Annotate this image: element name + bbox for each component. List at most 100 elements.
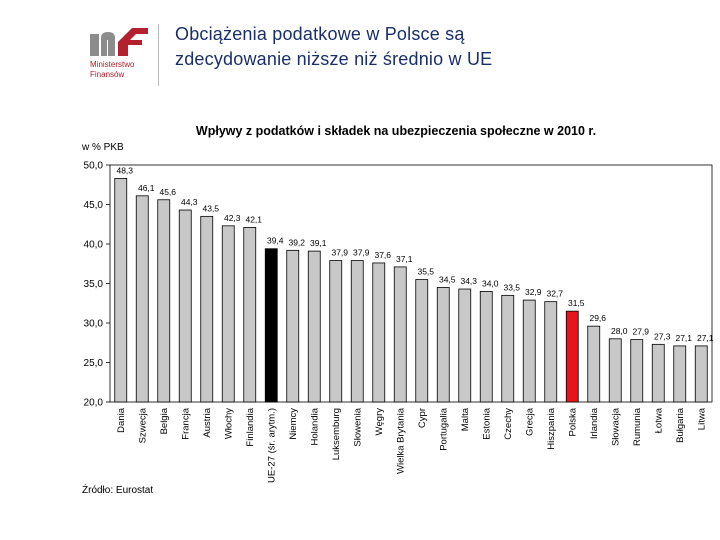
bar-value-label: 37,9 — [331, 248, 348, 258]
ministry-name-line2: Finansów — [90, 70, 125, 79]
bar-value-label: 34,0 — [482, 278, 499, 288]
category-label: Włochy — [223, 408, 234, 439]
y-tick-label: 20,0 — [84, 398, 104, 409]
bar-value-label: 45,6 — [159, 187, 176, 197]
bar-value-label: 31,5 — [568, 298, 585, 308]
bar — [651, 343, 665, 403]
bar-value-label: 37,9 — [353, 248, 370, 258]
bar-value-label: 44,3 — [181, 197, 198, 207]
bar-value-label: 29,6 — [589, 313, 606, 323]
category-label: Litwa — [696, 407, 707, 430]
bar-value-label: 39,1 — [310, 238, 327, 248]
bar — [221, 225, 235, 403]
category-label: Portugalia — [438, 407, 449, 450]
category-label: Belgia — [159, 407, 170, 434]
category-label: Austria — [202, 407, 213, 437]
bar-value-label: 27,9 — [632, 327, 649, 337]
bar — [393, 266, 407, 403]
category-label: Cypr — [417, 408, 428, 428]
category-label: Bułgaria — [675, 407, 686, 443]
bar — [694, 345, 708, 403]
y-tick-label: 25,0 — [84, 358, 104, 369]
y-tick-label: 40,0 — [84, 240, 104, 251]
bar-value-label: 32,9 — [525, 287, 542, 297]
logo-divider — [158, 24, 159, 86]
bar-value-label: 43,5 — [202, 203, 219, 213]
ministry-logo-icon — [90, 28, 148, 56]
category-label: Szwecja — [137, 407, 148, 443]
bar-value-label: 46,1 — [138, 183, 155, 193]
y-tick-label: 30,0 — [84, 319, 104, 330]
y-tick-label: 35,0 — [84, 279, 104, 290]
category-label: Wielka Brytania — [395, 407, 406, 474]
bar-value-label: 32,7 — [546, 289, 563, 299]
y-tick-label: 45,0 — [84, 200, 104, 211]
bar — [350, 260, 364, 403]
bar-value-label: 42,3 — [224, 213, 241, 223]
category-label: Słowacja — [610, 407, 621, 446]
chart-title: Wpływy z podatków i składek na ubezpiecz… — [196, 124, 596, 138]
bar — [673, 345, 687, 403]
bar — [264, 248, 278, 403]
source-note: Źródło: Eurostat — [82, 485, 154, 496]
bar-value-label: 34,3 — [460, 276, 477, 286]
category-label: Finlandia — [245, 407, 256, 446]
bar-value-label: 34,5 — [439, 274, 456, 284]
bar — [114, 178, 128, 403]
bar-value-label: 27,3 — [654, 331, 671, 341]
bar — [178, 209, 192, 403]
category-label: Holandia — [309, 407, 320, 445]
ministry-logo: Ministerstwo Finansów — [88, 22, 160, 92]
bar — [243, 227, 257, 403]
category-label: Łotwa — [653, 407, 664, 433]
bar — [415, 279, 429, 403]
category-label: Słowenia — [352, 407, 363, 446]
slide-title-line1: Obciążenia podatkowe w Polsce są — [175, 24, 465, 44]
bar — [372, 262, 386, 403]
bar-value-label: 39,2 — [288, 237, 305, 247]
slide-title-line2: zdecydowanie niższe niż średnio w UE — [175, 49, 493, 69]
category-label: Czechy — [503, 408, 514, 440]
ministry-name-line1: Ministerstwo — [90, 60, 135, 69]
bar-value-label: 35,5 — [417, 267, 434, 277]
bar — [501, 294, 515, 403]
category-label: Estonia — [481, 407, 492, 439]
category-label: Niemcy — [288, 408, 299, 440]
category-label: Rumunia — [632, 407, 643, 446]
bar — [565, 310, 579, 403]
y-tick-label: 50,0 — [84, 161, 104, 172]
category-label: Francja — [180, 407, 191, 439]
bar — [587, 325, 601, 403]
bar-value-label: 27,1 — [697, 333, 714, 343]
bar — [479, 290, 493, 403]
category-label: Dania — [116, 407, 127, 433]
bar — [200, 215, 214, 403]
category-label: Węgry — [374, 408, 385, 436]
bar — [436, 287, 450, 403]
bar — [307, 250, 321, 403]
bar — [286, 249, 300, 403]
category-label: Hiszpania — [546, 407, 557, 449]
bar — [157, 199, 171, 403]
category-label: Grecja — [524, 407, 535, 436]
bar — [544, 301, 558, 403]
bar-value-label: 42,1 — [245, 214, 262, 224]
slide-title: Obciążenia podatkowe w Polsce są zdecydo… — [175, 22, 695, 72]
bar-value-label: 48,3 — [116, 165, 133, 175]
ministry-name: Ministerstwo Finansów — [90, 60, 134, 80]
category-label: Luksemburg — [331, 408, 342, 460]
category-label: UE-27 (śr. arytm.) — [266, 408, 277, 483]
bar-value-label: 39,4 — [267, 236, 284, 246]
category-label: Polska — [567, 407, 578, 436]
bar-value-label: 27,1 — [675, 333, 692, 343]
bar-value-label: 33,5 — [503, 282, 520, 292]
bar — [135, 195, 149, 403]
category-label: Malta — [460, 407, 471, 431]
bar-value-label: 28,0 — [611, 326, 628, 336]
bar — [608, 338, 622, 403]
bar — [522, 299, 536, 403]
bar — [329, 260, 343, 403]
y-axis-label: w % PKB — [81, 142, 124, 153]
category-label: Irlandia — [589, 407, 600, 439]
